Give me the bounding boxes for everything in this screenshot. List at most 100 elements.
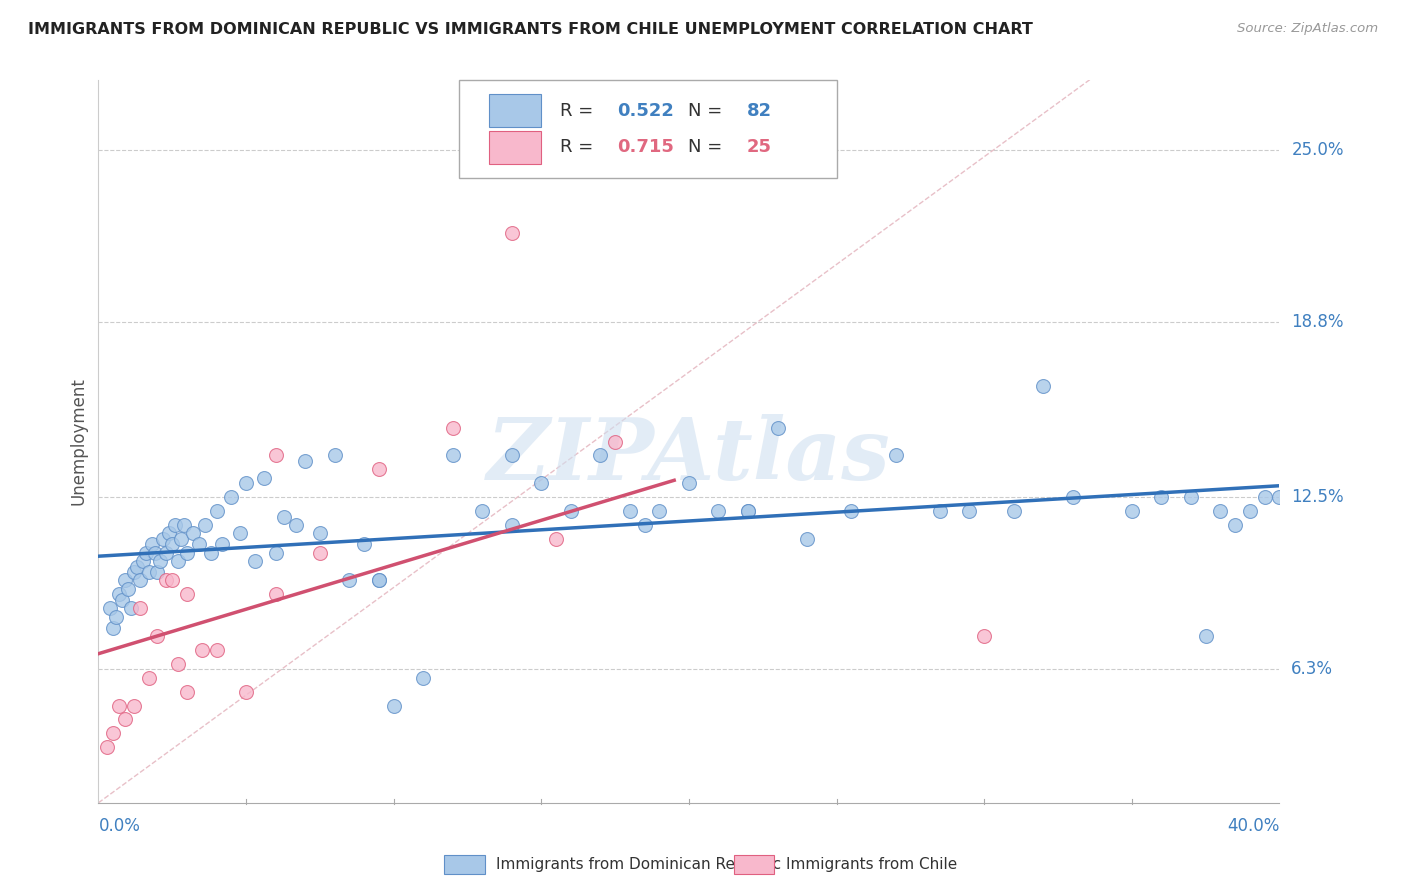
Point	[235, 476, 257, 491]
Text: 18.8%: 18.8%	[1291, 313, 1344, 331]
Point	[605, 434, 627, 449]
Point	[187, 537, 209, 551]
Point	[105, 609, 128, 624]
Point	[128, 574, 150, 588]
Point	[149, 554, 172, 568]
Point	[108, 698, 131, 713]
Point	[146, 565, 169, 579]
Point	[441, 420, 464, 434]
Point	[138, 565, 160, 579]
Point	[501, 517, 523, 532]
Point	[501, 226, 523, 240]
Point	[170, 532, 193, 546]
Point	[929, 504, 952, 518]
Point	[111, 593, 134, 607]
Point	[165, 517, 187, 532]
Point	[167, 657, 190, 671]
Point	[382, 698, 405, 713]
Point	[441, 449, 464, 463]
Text: 12.5%: 12.5%	[1291, 488, 1344, 506]
Point	[501, 449, 523, 463]
Text: Immigrants from Chile: Immigrants from Chile	[786, 856, 957, 871]
Y-axis label: Unemployment: Unemployment	[69, 377, 87, 506]
Point	[884, 449, 907, 463]
Point	[155, 574, 177, 588]
Point	[264, 449, 287, 463]
Point	[152, 532, 174, 546]
Point	[205, 504, 228, 518]
Point	[103, 621, 125, 635]
FancyBboxPatch shape	[489, 131, 541, 164]
Point	[285, 517, 308, 532]
Point	[1225, 517, 1247, 532]
Point	[412, 671, 434, 685]
Text: 82: 82	[747, 102, 772, 120]
Point	[157, 526, 180, 541]
Point	[1121, 504, 1143, 518]
Point	[1209, 504, 1232, 518]
Point	[368, 574, 391, 588]
Point	[619, 504, 641, 518]
Point	[108, 587, 131, 601]
Text: ZIPAtlas: ZIPAtlas	[486, 414, 891, 498]
Point	[634, 517, 657, 532]
Point	[243, 554, 266, 568]
Text: 25.0%: 25.0%	[1291, 141, 1344, 159]
Point	[211, 537, 233, 551]
Point	[1002, 504, 1025, 518]
Point	[368, 574, 391, 588]
Point	[141, 537, 163, 551]
Point	[1180, 490, 1202, 504]
Point	[273, 509, 295, 524]
Point	[125, 559, 148, 574]
FancyBboxPatch shape	[444, 855, 485, 873]
Text: R =: R =	[560, 102, 599, 120]
Point	[294, 454, 316, 468]
Point	[530, 476, 553, 491]
Point	[146, 629, 169, 643]
Point	[841, 504, 863, 518]
Point	[138, 671, 160, 685]
Text: IMMIGRANTS FROM DOMINICAN REPUBLIC VS IMMIGRANTS FROM CHILE UNEMPLOYMENT CORRELA: IMMIGRANTS FROM DOMINICAN REPUBLIC VS IM…	[28, 22, 1033, 37]
Point	[546, 532, 568, 546]
Text: N =: N =	[688, 138, 728, 156]
Point	[309, 526, 332, 541]
Point	[132, 554, 155, 568]
Point	[678, 476, 700, 491]
Text: 0.522: 0.522	[617, 102, 673, 120]
Point	[114, 574, 136, 588]
Text: 0.715: 0.715	[617, 138, 673, 156]
Point	[264, 546, 287, 560]
Text: N =: N =	[688, 102, 728, 120]
FancyBboxPatch shape	[489, 95, 541, 128]
Point	[181, 526, 204, 541]
Point	[135, 546, 157, 560]
FancyBboxPatch shape	[458, 80, 837, 178]
Text: R =: R =	[560, 138, 599, 156]
Point	[309, 546, 332, 560]
Point	[162, 537, 183, 551]
Point	[253, 471, 276, 485]
Point	[103, 726, 125, 740]
Text: Immigrants from Dominican Republic: Immigrants from Dominican Republic	[496, 856, 782, 871]
Point	[155, 546, 177, 560]
Point	[560, 504, 582, 518]
Point	[589, 449, 612, 463]
Point	[1150, 490, 1173, 504]
Point	[120, 601, 142, 615]
Point	[1239, 504, 1261, 518]
Point	[707, 504, 730, 518]
Text: 6.3%: 6.3%	[1291, 660, 1333, 679]
Point	[235, 684, 257, 698]
Point	[766, 420, 789, 434]
Point	[471, 504, 494, 518]
Point	[1268, 490, 1291, 504]
Text: 0.0%: 0.0%	[98, 817, 141, 835]
Point	[162, 574, 183, 588]
Point	[143, 546, 166, 560]
Point	[167, 554, 190, 568]
Point	[114, 713, 136, 727]
Point	[200, 546, 222, 560]
Point	[353, 537, 375, 551]
Point	[98, 601, 121, 615]
